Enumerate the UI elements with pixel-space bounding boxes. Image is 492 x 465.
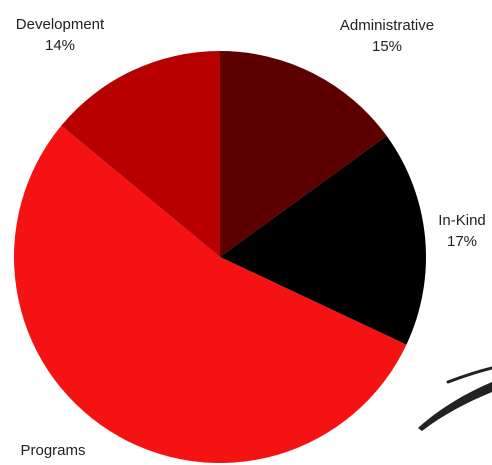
slice-label-in-kind: In-Kind 17%: [422, 210, 492, 252]
pie-slice-in-kind: [220, 135, 426, 345]
slice-label-programs: Programs: [4, 440, 102, 461]
brush-swoosh-decoration: [418, 382, 492, 431]
pie-slice-development: [61, 50, 220, 257]
slice-name-administrative: Administrative: [339, 17, 435, 34]
slice-name-programs: Programs: [20, 442, 86, 459]
slice-percent-development: 14%: [44, 37, 76, 54]
slice-name-development: Development: [15, 16, 105, 33]
slice-label-development: Development 14%: [0, 14, 122, 56]
slice-label-administrative: Administrative 15%: [318, 15, 456, 57]
slice-percent-administrative: 15%: [371, 38, 403, 55]
pie-slice-programs: [13, 125, 407, 463]
brush-stroke-decoration: [446, 366, 492, 384]
slice-name-in-kind: In-Kind: [438, 212, 486, 229]
slice-percent-in-kind: 17%: [446, 233, 478, 250]
pie-slice-administrative: [220, 51, 387, 257]
